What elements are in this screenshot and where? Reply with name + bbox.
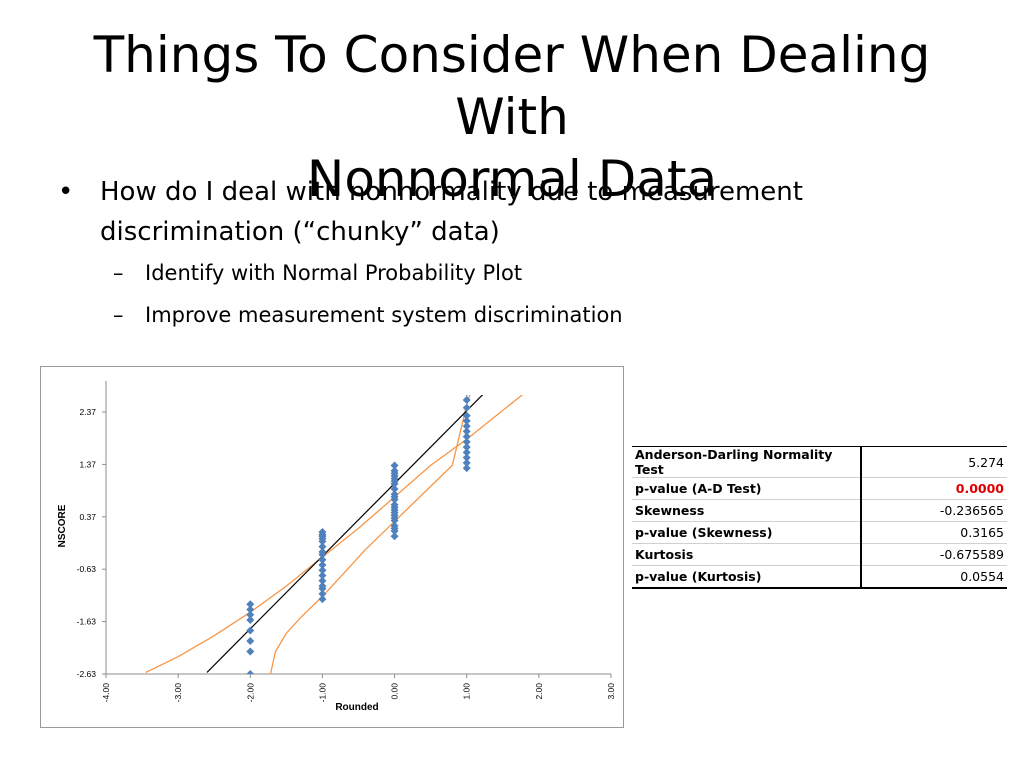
plot-curves xyxy=(145,370,524,674)
stats-label: p-value (Kurtosis) xyxy=(632,565,862,589)
stats-value: 0.3165 xyxy=(861,521,1007,544)
stats-value: 0.0554 xyxy=(861,565,1007,589)
stats-value: 5.274 xyxy=(861,446,1007,478)
stats-row: Anderson-Darling Normality Test 5.274 xyxy=(632,446,1007,478)
x-tick-label: 1.00 xyxy=(462,683,472,700)
data-point xyxy=(462,411,471,420)
x-tick-label: -2.00 xyxy=(245,683,255,703)
data-point xyxy=(246,610,255,619)
x-tick-label: 3.00 xyxy=(606,683,616,700)
y-tick-label: 0.37 xyxy=(79,512,96,522)
data-point xyxy=(462,464,471,473)
stats-row: p-value (Skewness) 0.3165 xyxy=(632,521,1007,544)
x-axis-label: Rounded xyxy=(335,702,378,713)
x-tick-label: -3.00 xyxy=(173,683,183,703)
data-point xyxy=(462,458,471,467)
data-point xyxy=(462,448,471,457)
bullet-list: • How do I deal with nonnormality due to… xyxy=(58,172,958,336)
data-point xyxy=(318,571,327,580)
data-point xyxy=(462,437,471,446)
stats-value: -0.675589 xyxy=(861,543,1007,566)
data-point xyxy=(246,636,255,645)
data-point xyxy=(318,581,327,590)
confidence-band-upper xyxy=(145,395,524,673)
data-point xyxy=(390,532,399,541)
x-tick-label: -4.00 xyxy=(101,683,111,703)
stats-row: Kurtosis -0.675589 xyxy=(632,543,1007,566)
slide-title: Things To Consider When Dealing With Non… xyxy=(40,24,984,210)
fit-line xyxy=(206,395,484,673)
normal-probability-plot: NSCORE Rounded 2.37 1.37 0.37 -0.63 -1.63 -2.… xyxy=(40,366,624,728)
data-point xyxy=(246,647,255,656)
data-point xyxy=(318,555,327,564)
sub-bullet-text: Improve measurement system discriminatio… xyxy=(145,303,623,327)
sub-bullet-marker: – xyxy=(113,261,124,285)
x-tick-label: 0.00 xyxy=(390,683,400,700)
x-tick-label: -1.00 xyxy=(317,683,327,703)
sub-bullet-text: Identify with Normal Probability Plot xyxy=(145,261,523,285)
data-point xyxy=(462,403,471,412)
data-point xyxy=(462,443,471,452)
data-point xyxy=(318,547,327,556)
data-point xyxy=(462,427,471,436)
data-point xyxy=(463,370,471,378)
plot-svg: NSCORE Rounded 2.37 1.37 0.37 -0.63 -1.63 -2.… xyxy=(57,370,616,713)
normality-stats-table: Anderson-Darling Normality Test 5.274 p-va… xyxy=(632,446,1007,589)
data-point xyxy=(390,490,399,499)
stats-value: 0.0000 xyxy=(861,477,1007,500)
data-point xyxy=(246,600,255,609)
x-tick-label: 2.00 xyxy=(534,683,544,700)
data-point xyxy=(318,561,327,570)
data-point xyxy=(318,595,327,604)
data-point xyxy=(390,461,399,470)
data-point xyxy=(390,521,399,530)
slide-title-line-1: Things To Consider When Dealing With xyxy=(93,26,931,146)
stats-label: p-value (Skewness) xyxy=(632,521,862,544)
sub-bullet-item: – Improve measurement system discriminat… xyxy=(58,294,958,336)
data-point xyxy=(462,432,471,441)
y-tick-label: 1.37 xyxy=(79,459,96,469)
bullet-text-line-2: discrimination (“chunky” data) xyxy=(100,217,500,247)
data-point xyxy=(246,616,255,625)
data-point xyxy=(462,416,471,425)
data-point xyxy=(246,670,255,674)
y-tick-label: -2.63 xyxy=(77,669,97,679)
y-tick-label: 2.37 xyxy=(79,407,96,417)
bullet-item: • How do I deal with nonnormality due to… xyxy=(58,172,958,252)
data-point xyxy=(318,527,327,536)
bullet-text-line-1: How do I deal with nonnormality due to m… xyxy=(100,177,803,207)
data-point xyxy=(463,380,471,388)
sub-bullet-item: – Identify with Normal Probability Plot xyxy=(58,252,958,294)
stats-row: p-value (A-D Test) 0.0000 xyxy=(632,477,1007,500)
stats-label: Anderson-Darling Normality Test xyxy=(632,446,862,478)
data-point xyxy=(465,395,468,397)
data-point xyxy=(318,576,327,585)
y-tick-label: -1.63 xyxy=(77,617,97,627)
data-point xyxy=(390,500,399,509)
y-tick-label: -0.63 xyxy=(77,564,97,574)
y-axis-label: NSCORE xyxy=(57,504,68,547)
data-point xyxy=(462,395,471,404)
data-point xyxy=(390,466,399,475)
data-point xyxy=(318,566,327,575)
data-point xyxy=(246,605,255,614)
bullet-marker: • xyxy=(58,177,74,207)
data-point xyxy=(462,422,471,431)
stats-value: -0.236565 xyxy=(861,499,1007,522)
stats-label: Kurtosis xyxy=(632,543,862,566)
confidence-band-lower xyxy=(269,395,471,674)
data-point xyxy=(462,453,471,462)
stats-label: p-value (A-D Test) xyxy=(632,477,862,500)
slide-title-line-2: Nonnormal Data xyxy=(306,150,718,208)
stats-label: Skewness xyxy=(632,499,862,522)
data-point xyxy=(390,485,399,494)
data-point xyxy=(246,626,255,635)
data-point xyxy=(318,542,327,551)
data-point xyxy=(318,589,327,598)
sub-bullet-marker: – xyxy=(113,303,124,327)
stats-row: p-value (Kurtosis) 0.0554 xyxy=(632,565,1007,589)
stats-row: Skewness -0.236565 xyxy=(632,499,1007,522)
